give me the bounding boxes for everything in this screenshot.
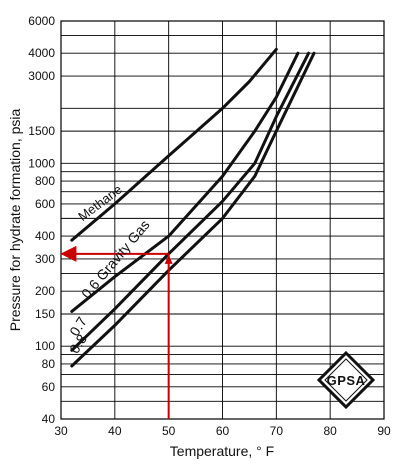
x-tick-label: 30: [54, 424, 68, 438]
x-axis-title: Temperature, ° F: [170, 443, 274, 459]
logo-inner-diamond: [324, 358, 368, 402]
annotation: [60, 245, 173, 419]
x-tick-label: 50: [162, 424, 176, 438]
y-tick-label: 400: [35, 229, 55, 243]
y-tick-label: 1000: [28, 156, 55, 170]
y-tick-label: 3000: [28, 69, 55, 83]
series-line-0: [70, 47, 278, 242]
y-tick-label: 6000: [28, 14, 55, 28]
logo-diamond: [316, 350, 376, 410]
tick-labels: 30 40 50 60 70 80 9040608010015020030040060080…: [28, 14, 391, 438]
y-tick-label: 60: [42, 380, 56, 394]
y-tick-label: 4000: [28, 46, 55, 60]
y-tick-label: 300: [35, 252, 55, 266]
x-tick-label: 90: [377, 424, 391, 438]
series-group: [70, 47, 316, 368]
logo-text: GPSA: [327, 373, 366, 388]
y-tick-label: 800: [35, 174, 55, 188]
y-tick-label: 80: [42, 357, 56, 371]
series-line-1: [70, 51, 300, 313]
series-line-3: [70, 51, 316, 368]
y-tick-label: 150: [35, 307, 55, 321]
x-tick-label: 70: [270, 424, 284, 438]
x-tick-label: 60: [216, 424, 230, 438]
y-tick-label: 1500: [28, 124, 55, 138]
x-tick-label: 80: [323, 424, 337, 438]
y-axis-title: Pressure for hydrate formation, psia: [7, 109, 23, 332]
gpsa-logo: GPSA: [316, 350, 376, 410]
annotation-up-arrowhead: [164, 254, 173, 264]
y-tick-label: 200: [35, 284, 55, 298]
series-line-2: [70, 51, 311, 352]
y-tick-label: 100: [35, 339, 55, 353]
x-tick-label: 40: [108, 424, 122, 438]
y-tick-label: 40: [42, 412, 56, 426]
y-tick-label: 600: [35, 197, 55, 211]
